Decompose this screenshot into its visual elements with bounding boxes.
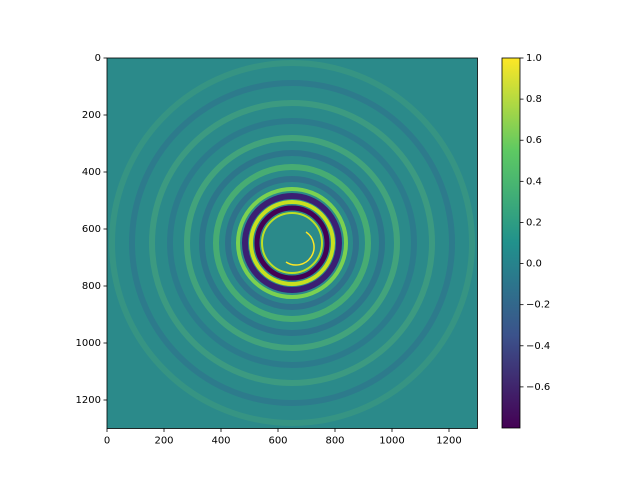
x-tick-label: 1000 [379,436,404,447]
x-tick-label: 600 [268,436,287,447]
colorbar [501,57,521,429]
y-tick-label: 0 [95,53,101,64]
x-tick-label: 400 [211,436,230,447]
colorbar-tick-label: 0.0 [526,259,542,270]
axes-frame [106,57,478,429]
y-tick-label: 400 [82,167,101,178]
colorbar-tick-label: −0.4 [526,341,550,352]
y-tick-label: 800 [82,281,101,292]
y-tick-label: 1000 [76,338,101,349]
colorbar-tick-label: 0.2 [526,217,542,228]
y-tick-label: 1200 [76,395,101,406]
colorbar-tick-label: 0.6 [526,135,542,146]
x-tick-label: 0 [104,436,110,447]
colorbar-tick-label: −0.6 [526,382,550,393]
y-tick-label: 600 [82,224,101,235]
image [107,58,478,429]
colorbar-tick-label: 0.4 [526,176,542,187]
y-tick-label: 200 [82,110,101,121]
colorbar-tick-label: 1.0 [526,53,542,64]
x-tick-label: 800 [325,436,344,447]
x-tick-label: 1200 [436,436,461,447]
x-tick-label: 200 [154,436,173,447]
colorbar-tick-label: −0.2 [526,300,550,311]
colorbar-tick-label: 0.8 [526,94,542,105]
